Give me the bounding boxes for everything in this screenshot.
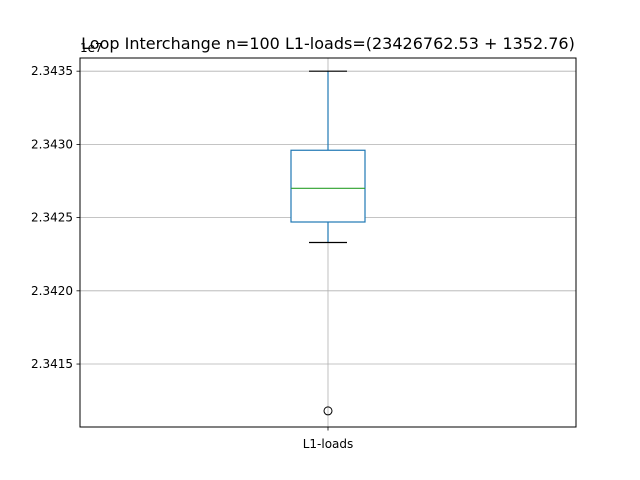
y-tick-label: 2.3435 — [31, 64, 73, 78]
y-tick-label: 2.3415 — [31, 357, 73, 371]
y-tick-label: 2.3420 — [31, 284, 73, 298]
box-layer — [290, 70, 366, 416]
tick-layer: 2.3415 2.3420 2.3425 2.3430 2.3435 L1-loads — [31, 64, 353, 451]
chart-title: Loop Interchange n=100 L1-loads=(2342676… — [81, 34, 575, 53]
interquartile-box — [290, 149, 366, 223]
y-offset-label: 1e7 — [80, 41, 103, 55]
outlier-point — [323, 406, 333, 416]
y-tick-label: 2.3430 — [31, 137, 73, 151]
x-tick-label: L1-loads — [303, 437, 354, 451]
y-tick-label: 2.3425 — [31, 211, 73, 225]
